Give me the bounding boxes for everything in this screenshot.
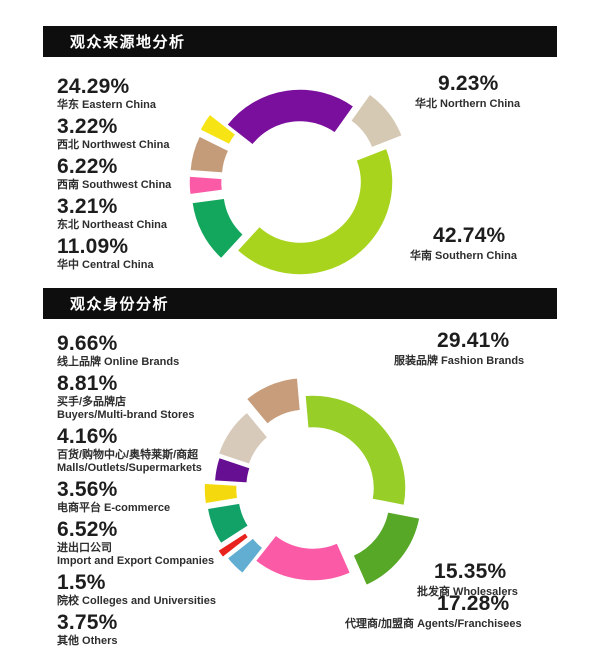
origin-pct-southern-china: 42.74% — [433, 224, 506, 247]
identity-name-online-brands: 线上品牌 Online Brands — [57, 356, 180, 368]
identity-label-import-and-export-companies: 6.52% 进出口公司 Import and Export Companies — [57, 517, 216, 568]
origin-label-eastern-china: 24.29% 华东 Eastern China — [57, 74, 171, 112]
origin-label-southwest-china: 6.22% 西南 Southwest China — [57, 154, 171, 192]
identity-label-buyers-multi-brand-stores: 8.81% 买手/多品牌店 Buyers/Multi-brand Stores — [57, 371, 216, 422]
identity-name-buyers-multi-brand-stores: Buyers/Multi-brand Stores — [57, 409, 195, 421]
origin-pct-northeast-china: 3.21% — [57, 195, 118, 218]
identity-pct-online-brands: 9.66% — [57, 332, 118, 355]
origin-pct-central-china: 11.09% — [57, 235, 129, 258]
origin-segment-northwest-china — [198, 113, 237, 146]
identity-pct-agents-franchisees: 17.28% — [437, 592, 510, 615]
origin-left-labels: 24.29% 华东 Eastern China 3.22% 西北 Northwest … — [57, 74, 171, 274]
identity-segment-malls-outlets-supermarkets — [213, 456, 252, 484]
origin-segment-eastern-china — [225, 88, 355, 147]
identity-section-header: 观众身份分析 — [43, 288, 557, 319]
origin-name-northern-china: 华北 Northern China — [415, 98, 521, 110]
identity-segment-fashion-brands — [304, 394, 407, 507]
origin-donut-chart — [188, 88, 404, 276]
origin-name-central-china: 华中 Central China — [57, 259, 154, 271]
identity-pct-fashion-brands: 29.41% — [437, 329, 510, 352]
origin-pct-southwest-china: 6.22% — [57, 155, 118, 178]
identity-name-e-commerce: 电商平台 E-commerce — [57, 502, 171, 514]
identity-section-title: 观众身份分析 — [70, 296, 170, 313]
origin-segment-southern-china — [236, 147, 394, 276]
identity-name-malls-outlets-supermarkets: 百货/购物中心/奥特莱斯/商超 — [57, 449, 199, 461]
identity-label-e-commerce: 3.56% 电商平台 E-commerce — [57, 477, 216, 515]
origin-section-header: 观众来源地分析 — [43, 26, 557, 57]
identity-name-colleges-and-universities: 院校 Colleges and Universities — [57, 595, 216, 607]
origin-name-southwest-china: 西南 Southwest China — [57, 179, 172, 191]
origin-label-northeast-china: 3.21% 东北 Northeast China — [57, 194, 171, 232]
identity-segment-online-brands — [245, 376, 302, 426]
origin-section-title: 观众来源地分析 — [70, 34, 186, 51]
identity-segment-wholesalers — [351, 510, 421, 587]
identity-label-others: 3.75% 其他 Others — [57, 610, 216, 648]
identity-name-wholesalers: 批发商 Wholesalers — [417, 586, 518, 598]
identity-pct-import-and-export-companies: 6.52% — [57, 518, 118, 541]
identity-name-agents-franchisees: 代理商/加盟商 Agents/Franchisees — [345, 618, 522, 630]
origin-name-eastern-china: 华东 Eastern China — [57, 99, 157, 111]
origin-segment-northern-china — [349, 92, 404, 149]
identity-segment-import-and-export-companies — [206, 502, 250, 545]
origin-segment-central-china — [190, 197, 245, 260]
identity-name-import-and-export-companies: 进出口公司 — [57, 542, 112, 554]
identity-segment-e-commerce — [203, 482, 239, 505]
identity-pct-colleges-and-universities: 1.5% — [57, 571, 106, 594]
origin-label-central-china: 11.09% 华中 Central China — [57, 234, 171, 272]
origin-name-northwest-china: 西北 Northwest China — [57, 139, 170, 151]
origin-pct-northwest-china: 3.22% — [57, 115, 118, 138]
origin-segment-northeast-china — [188, 175, 224, 196]
origin-segment-southwest-china — [189, 134, 230, 174]
identity-segment-buyers-multi-brand-stores — [217, 410, 270, 466]
identity-name-fashion-brands: 服装品牌 Fashion Brands — [394, 355, 525, 367]
identity-label-online-brands: 9.66% 线上品牌 Online Brands — [57, 331, 216, 369]
identity-pct-others: 3.75% — [57, 611, 118, 634]
identity-name-buyers-multi-brand-stores: 买手/多品牌店 — [57, 396, 127, 408]
identity-name-import-and-export-companies: Import and Export Companies — [57, 555, 215, 567]
origin-pct-eastern-china: 24.29% — [57, 75, 130, 98]
identity-name-others: 其他 Others — [57, 635, 118, 647]
identity-left-labels: 9.66% 线上品牌 Online Brands 8.81% 买手/多品牌店 Buyer… — [57, 331, 216, 650]
identity-pct-wholesalers: 15.35% — [434, 560, 507, 583]
identity-donut-chart — [203, 376, 421, 587]
origin-name-northeast-china: 东北 Northeast China — [57, 219, 168, 231]
identity-name-malls-outlets-supermarkets: Malls/Outlets/Supermarkets — [57, 462, 202, 474]
origin-name-southern-china: 华南 Southern China — [410, 250, 517, 262]
identity-pct-buyers-multi-brand-stores: 8.81% — [57, 372, 118, 395]
identity-label-malls-outlets-supermarkets: 4.16% 百货/购物中心/奥特莱斯/商超 Malls/Outlets/Superm… — [57, 424, 216, 475]
origin-label-northwest-china: 3.22% 西北 Northwest China — [57, 114, 171, 152]
identity-label-colleges-and-universities: 1.5% 院校 Colleges and Universities — [57, 570, 216, 608]
identity-pct-e-commerce: 3.56% — [57, 478, 118, 501]
identity-segment-colleges-and-universities — [216, 531, 250, 559]
identity-segment-agents-franchisees — [254, 534, 352, 582]
identity-pct-malls-outlets-supermarkets: 4.16% — [57, 425, 118, 448]
origin-pct-northern-china: 9.23% — [438, 72, 499, 95]
identity-segment-others — [226, 536, 265, 575]
